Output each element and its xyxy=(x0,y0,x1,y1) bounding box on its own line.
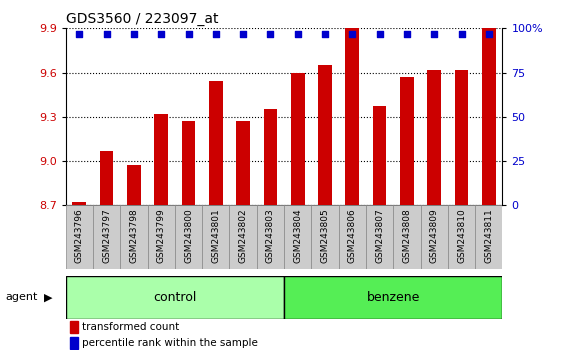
Text: GSM243802: GSM243802 xyxy=(239,209,248,263)
Text: GSM243806: GSM243806 xyxy=(348,209,357,263)
Bar xyxy=(311,205,339,269)
Point xyxy=(320,31,329,36)
Point xyxy=(375,31,384,36)
Text: GSM243805: GSM243805 xyxy=(320,209,329,263)
Text: percentile rank within the sample: percentile rank within the sample xyxy=(82,338,258,348)
Bar xyxy=(421,205,448,269)
Text: ▶: ▶ xyxy=(45,292,53,302)
Bar xyxy=(202,205,230,269)
Text: transformed count: transformed count xyxy=(82,322,179,332)
Bar xyxy=(373,107,387,205)
Bar xyxy=(127,165,140,205)
Bar xyxy=(318,65,332,205)
Bar xyxy=(70,337,78,349)
Bar xyxy=(154,114,168,205)
Point xyxy=(457,31,466,36)
Bar xyxy=(400,77,414,205)
Bar xyxy=(209,81,223,205)
Text: GSM243808: GSM243808 xyxy=(403,209,412,263)
Bar xyxy=(428,70,441,205)
Point xyxy=(403,31,412,36)
Bar xyxy=(284,276,502,319)
Bar xyxy=(73,202,86,205)
Text: GDS3560 / 223097_at: GDS3560 / 223097_at xyxy=(66,12,218,26)
Bar xyxy=(93,205,120,269)
Bar xyxy=(257,205,284,269)
Bar xyxy=(455,70,468,205)
Bar xyxy=(70,321,78,333)
Text: GSM243799: GSM243799 xyxy=(156,209,166,263)
Text: GSM243801: GSM243801 xyxy=(211,209,220,263)
Point xyxy=(102,31,111,36)
Bar xyxy=(366,205,393,269)
Bar xyxy=(393,205,421,269)
Bar xyxy=(284,205,311,269)
Text: control: control xyxy=(153,291,196,304)
Point xyxy=(239,31,248,36)
Point xyxy=(211,31,220,36)
Bar xyxy=(448,205,475,269)
Bar xyxy=(175,205,202,269)
Point xyxy=(293,31,302,36)
Bar xyxy=(264,109,278,205)
Point xyxy=(75,31,84,36)
Point xyxy=(429,31,439,36)
Text: GSM243796: GSM243796 xyxy=(75,209,84,263)
Point xyxy=(266,31,275,36)
Point xyxy=(484,31,493,36)
Point xyxy=(348,31,357,36)
Text: GSM243804: GSM243804 xyxy=(293,209,302,263)
Bar xyxy=(475,205,502,269)
Text: agent: agent xyxy=(6,292,38,302)
Text: GSM243807: GSM243807 xyxy=(375,209,384,263)
Point xyxy=(184,31,193,36)
Bar xyxy=(182,121,195,205)
Bar xyxy=(339,205,366,269)
Text: benzene: benzene xyxy=(367,291,420,304)
Point xyxy=(156,31,166,36)
Text: GSM243803: GSM243803 xyxy=(266,209,275,263)
Text: GSM243809: GSM243809 xyxy=(430,209,439,263)
Text: GSM243810: GSM243810 xyxy=(457,209,466,263)
Bar xyxy=(230,205,257,269)
Text: GSM243811: GSM243811 xyxy=(484,209,493,263)
Bar xyxy=(236,121,250,205)
Text: GSM243798: GSM243798 xyxy=(130,209,138,263)
Text: GSM243800: GSM243800 xyxy=(184,209,193,263)
Bar xyxy=(100,151,114,205)
Bar xyxy=(345,28,359,205)
Bar xyxy=(66,276,284,319)
Point xyxy=(130,31,139,36)
Bar xyxy=(66,205,93,269)
Text: GSM243797: GSM243797 xyxy=(102,209,111,263)
Bar xyxy=(482,28,496,205)
Bar xyxy=(291,73,304,205)
Bar xyxy=(120,205,147,269)
Bar xyxy=(147,205,175,269)
